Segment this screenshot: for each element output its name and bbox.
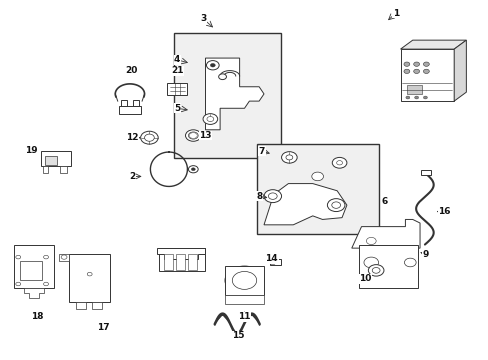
Circle shape xyxy=(285,155,292,160)
Circle shape xyxy=(189,133,197,138)
Bar xyxy=(121,100,127,107)
Bar xyxy=(167,83,186,95)
Circle shape xyxy=(404,258,415,267)
Bar xyxy=(176,254,184,270)
Bar xyxy=(14,244,54,288)
Bar xyxy=(224,266,264,295)
Circle shape xyxy=(206,60,219,70)
Text: 17: 17 xyxy=(97,323,109,332)
Text: 12: 12 xyxy=(126,133,138,142)
Circle shape xyxy=(367,265,383,276)
Circle shape xyxy=(203,114,217,125)
Circle shape xyxy=(87,273,92,276)
Bar xyxy=(119,107,141,114)
Circle shape xyxy=(61,255,67,259)
Circle shape xyxy=(210,63,215,67)
Circle shape xyxy=(423,62,428,66)
Circle shape xyxy=(264,190,281,203)
Circle shape xyxy=(414,96,418,99)
Circle shape xyxy=(413,62,419,66)
Text: 2: 2 xyxy=(129,172,135,181)
Circle shape xyxy=(16,255,20,259)
Polygon shape xyxy=(76,302,86,309)
Circle shape xyxy=(16,282,20,286)
Circle shape xyxy=(366,237,375,244)
Text: 19: 19 xyxy=(24,146,37,155)
Circle shape xyxy=(218,74,226,80)
Circle shape xyxy=(327,199,344,212)
Text: 8: 8 xyxy=(256,192,262,201)
Polygon shape xyxy=(157,248,205,259)
Text: 10: 10 xyxy=(359,274,371,283)
Bar xyxy=(224,295,264,304)
Bar xyxy=(163,254,172,270)
Text: 3: 3 xyxy=(200,14,206,23)
Bar xyxy=(133,100,139,107)
Text: 11: 11 xyxy=(238,312,250,321)
Polygon shape xyxy=(92,302,102,309)
Circle shape xyxy=(268,193,277,199)
Text: 20: 20 xyxy=(125,67,137,76)
Text: 9: 9 xyxy=(422,250,428,259)
Bar xyxy=(188,254,197,270)
Circle shape xyxy=(188,166,198,173)
Text: 21: 21 xyxy=(171,67,183,76)
Circle shape xyxy=(224,266,264,295)
Circle shape xyxy=(144,134,154,141)
Text: 4: 4 xyxy=(174,55,180,64)
Circle shape xyxy=(331,202,340,208)
Bar xyxy=(256,144,378,234)
Circle shape xyxy=(188,132,198,139)
Text: 15: 15 xyxy=(231,331,244,340)
Circle shape xyxy=(403,62,409,66)
Bar xyxy=(420,170,430,175)
Bar xyxy=(406,85,421,94)
Bar xyxy=(400,49,453,101)
Polygon shape xyxy=(264,184,346,225)
Circle shape xyxy=(191,168,195,171)
Circle shape xyxy=(311,172,323,181)
Circle shape xyxy=(363,257,378,268)
Circle shape xyxy=(185,130,201,141)
Polygon shape xyxy=(400,40,466,49)
Circle shape xyxy=(269,260,275,265)
Circle shape xyxy=(371,267,379,273)
Text: 1: 1 xyxy=(392,9,398,18)
Text: 6: 6 xyxy=(381,197,387,206)
Bar xyxy=(69,253,110,302)
Bar xyxy=(41,151,71,166)
Text: 13: 13 xyxy=(199,131,211,140)
Polygon shape xyxy=(358,244,417,288)
Polygon shape xyxy=(269,259,281,265)
Circle shape xyxy=(403,69,409,73)
Circle shape xyxy=(232,271,256,289)
Bar xyxy=(173,33,281,158)
Circle shape xyxy=(281,152,297,163)
Text: 7: 7 xyxy=(258,147,264,156)
Text: 14: 14 xyxy=(265,255,278,264)
Polygon shape xyxy=(453,40,466,101)
Text: 18: 18 xyxy=(31,312,43,321)
Circle shape xyxy=(423,96,427,99)
Circle shape xyxy=(141,131,158,144)
Circle shape xyxy=(413,69,419,73)
Circle shape xyxy=(405,96,409,99)
Bar xyxy=(20,261,42,280)
Polygon shape xyxy=(60,166,67,173)
Circle shape xyxy=(43,282,48,286)
Text: 16: 16 xyxy=(437,207,450,216)
Bar xyxy=(159,248,205,271)
Text: 5: 5 xyxy=(174,104,180,113)
Circle shape xyxy=(43,255,48,259)
Polygon shape xyxy=(24,288,43,298)
Bar xyxy=(44,156,57,165)
Circle shape xyxy=(336,161,342,165)
Polygon shape xyxy=(205,58,264,130)
Circle shape xyxy=(331,157,346,168)
Polygon shape xyxy=(59,253,69,261)
Polygon shape xyxy=(351,220,419,248)
Circle shape xyxy=(423,69,428,73)
Polygon shape xyxy=(43,166,48,173)
Circle shape xyxy=(206,117,213,122)
